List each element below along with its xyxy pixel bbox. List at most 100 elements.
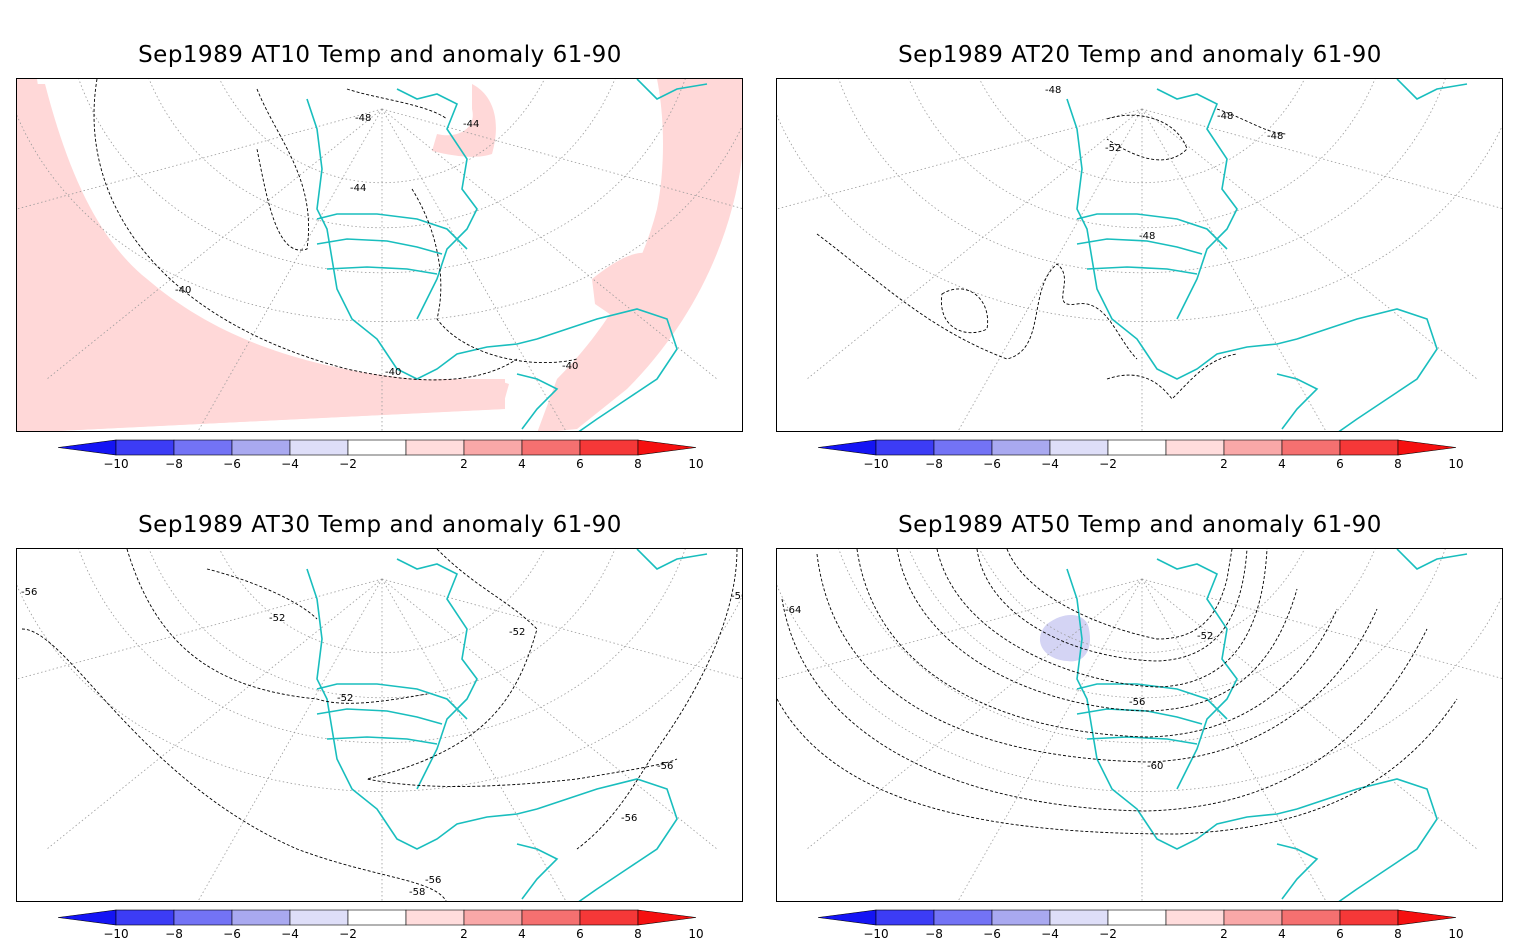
panel-title: Sep1989 AT10 Temp and anomaly 61-90: [138, 42, 622, 68]
colorbar-swatch: [991, 439, 1051, 456]
contour-labels: -64 -52 -56 -60: [785, 605, 1213, 772]
colorbar-tick-label: 2: [1220, 927, 1228, 941]
contour-label: -48: [1045, 85, 1061, 96]
map-at30: -56 -52 -52 -52 -56 -56 -56 -58 -56: [16, 548, 743, 902]
contour-label: -56: [1129, 697, 1145, 708]
colorbar-arrow-low: [818, 909, 877, 926]
colorbar: −10 −8 −6 −4 −2 2 4 6 8 10: [58, 439, 704, 471]
contour-label: -56: [425, 875, 441, 886]
colorbar-tick-label: 4: [518, 927, 526, 941]
colorbar-tick-label: 6: [576, 457, 584, 471]
contour-label: -52: [269, 613, 285, 624]
colorbar-labels: −10 −8 −6 −4 −2 2 4 6 8 10: [103, 927, 703, 941]
colorbar-tick-label: 2: [460, 927, 468, 941]
colorbar-tick-label: 6: [576, 927, 584, 941]
colorbar-swatch: [1223, 909, 1283, 926]
contour-label: -52: [1105, 143, 1121, 154]
panel-at30: Sep1989 AT30 Temp and anomaly 61-90: [0, 470, 760, 941]
colorbar-tick-label: −6: [223, 457, 241, 471]
colorbar-swatch: [231, 909, 291, 926]
colorbar-swatch: [1281, 439, 1341, 456]
colorbar-swatch: [347, 439, 407, 456]
contour-label: -52: [337, 693, 353, 704]
colorbar-swatches: [818, 439, 1457, 456]
temperature-contours: [777, 549, 1458, 835]
colorbar-swatch: [1223, 439, 1283, 456]
colorbar: −10 −8 −6 −4 −2 2 4 6 8 10: [818, 909, 1464, 941]
lat-lon-grid: [777, 79, 1502, 431]
coastlines: [306, 79, 708, 431]
lat-lon-grid: [17, 549, 742, 901]
colorbar-swatch: [1049, 439, 1109, 456]
contour-label: -44: [463, 119, 479, 130]
colorbar-tick-label: −2: [339, 457, 357, 471]
colorbar-swatch: [347, 909, 407, 926]
lat-lon-grid: [17, 79, 742, 431]
colorbar-swatch: [579, 439, 639, 456]
colorbar-swatch: [1165, 439, 1225, 456]
colorbar-tick-label: −8: [925, 927, 943, 941]
colorbar-arrow-high: [637, 909, 697, 926]
contour-labels: -48 -44 -44 -40 -40 -40: [175, 113, 578, 378]
colorbar-tick-label: −4: [1041, 927, 1059, 941]
colorbar-tick-label: −2: [1099, 927, 1117, 941]
colorbar-tick-label: 2: [460, 457, 468, 471]
colorbar-tick-label: 8: [634, 457, 642, 471]
colorbar-tick-label: −10: [103, 457, 128, 471]
colorbar-swatches: [58, 909, 697, 926]
contour-label: -40: [562, 361, 578, 372]
map-at50: -64 -52 -56 -60: [776, 548, 1503, 902]
colorbar-arrow-low: [58, 439, 117, 456]
colorbar-tick-label: −8: [165, 927, 183, 941]
colorbar-tick-label: −10: [863, 457, 888, 471]
colorbar-labels: −10 −8 −6 −4 −2 2 4 6 8 10: [103, 457, 703, 471]
colorbar-tick-label: 2: [1220, 457, 1228, 471]
anomaly-shading: [1039, 614, 1091, 662]
colorbar-swatch: [1107, 439, 1167, 456]
panel-at20: Sep1989 AT20 Temp and anomaly 61-90: [760, 0, 1520, 471]
colorbar-swatch: [173, 439, 233, 456]
map-at10: -48 -44 -44 -40 -40 -40: [16, 78, 743, 432]
colorbar-tick-label: 6: [1336, 927, 1344, 941]
colorbar-tick-label: 8: [1394, 457, 1402, 471]
colorbar-arrow-low: [818, 439, 877, 456]
colorbar-tick-label: −10: [863, 927, 888, 941]
colorbar-tick-label: −2: [1099, 457, 1117, 471]
colorbar-swatch: [933, 439, 993, 456]
colorbar-swatch: [875, 909, 935, 926]
colorbar-tick-label: −4: [281, 457, 299, 471]
panel-title: Sep1989 AT20 Temp and anomaly 61-90: [898, 42, 1382, 68]
coastlines: [1066, 79, 1468, 431]
contour-label: -40: [175, 285, 191, 296]
colorbar-tick-label: 8: [634, 927, 642, 941]
colorbar-tick-label: −8: [925, 457, 943, 471]
panel-at10: Sep1989 AT10 Temp and anomaly 61-90: [0, 0, 760, 471]
contour-label: -56: [657, 761, 673, 772]
colorbar-swatch: [875, 439, 935, 456]
panel-at50: Sep1989 AT50 Temp and anomaly 61-90: [760, 470, 1520, 941]
colorbar-swatch: [1107, 909, 1167, 926]
contour-label: -44: [350, 183, 366, 194]
colorbar-tick-label: 4: [1278, 457, 1286, 471]
colorbar-arrow-high: [1397, 909, 1457, 926]
map-svg: -48 -44 -44 -40 -40 -40: [17, 79, 742, 431]
colorbar-swatch: [115, 439, 175, 456]
colorbar-tick-label: −6: [983, 927, 1001, 941]
colorbar-tick-label: 10: [688, 457, 703, 471]
colorbar-tick-label: −8: [165, 457, 183, 471]
coastlines: [1066, 549, 1468, 901]
colorbar-tick-label: 8: [1394, 927, 1402, 941]
colorbar-swatch: [115, 909, 175, 926]
colorbar-swatch: [231, 439, 291, 456]
colorbar-arrow-high: [1397, 439, 1457, 456]
colorbar-swatch: [173, 909, 233, 926]
temperature-contours: [21, 549, 738, 901]
contour-label: -60: [1147, 761, 1163, 772]
contour-labels: -48 -52 -48 -48 -48: [1045, 85, 1283, 242]
colorbar-swatch: [405, 439, 465, 456]
colorbar-tick-label: −2: [339, 927, 357, 941]
colorbar-tick-label: 10: [1448, 457, 1463, 471]
colorbar-swatch: [463, 909, 523, 926]
panel-title: Sep1989 AT30 Temp and anomaly 61-90: [138, 512, 622, 538]
contour-label: -64: [785, 605, 801, 616]
